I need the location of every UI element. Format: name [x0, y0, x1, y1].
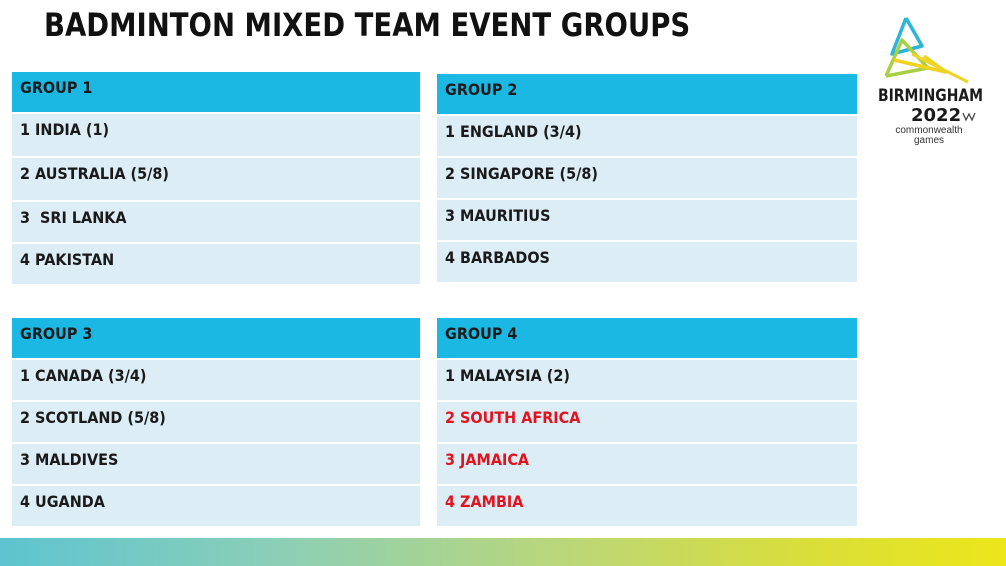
team-label: 2 SINGAPORE (5/8) [445, 164, 598, 183]
list-item: 2 SINGAPORE (5/8) [437, 158, 857, 200]
birmingham-2022-logo: BIRMINGHAM 2022 commonwealth games [872, 16, 992, 151]
team-label: 3 MAURITIUS [445, 206, 551, 225]
list-item: 3 JAMAICA [437, 444, 857, 486]
team-label: 1 CANADA (3/4) [20, 366, 147, 385]
team-label: 3 SRI LANKA [20, 208, 127, 227]
team-label: 4 UGANDA [20, 492, 105, 511]
logo-line-2: games [913, 135, 944, 146]
team-label: 2 SCOTLAND (5/8) [20, 408, 166, 427]
group-4-table: GROUP 4 1 MALAYSIA (2) 2 SOUTH AFRICA 3 … [437, 318, 857, 528]
list-item: 4 ZAMBIA [437, 486, 857, 528]
list-item: 2 AUSTRALIA (5/8) [12, 158, 420, 202]
team-label: 4 BARBADOS [445, 248, 550, 267]
group-header: GROUP 4 [437, 318, 857, 360]
team-label: 4 ZAMBIA [445, 492, 524, 511]
list-item: 3 MALDIVES [12, 444, 420, 486]
team-label: 4 PAKISTAN [20, 250, 115, 269]
list-item: 1 CANADA (3/4) [12, 360, 420, 402]
page-title: BADMINTON MIXED TEAM EVENT GROUPS [44, 6, 691, 44]
list-item: 4 BARBADOS [437, 242, 857, 284]
group-header-label: GROUP 1 [20, 78, 93, 97]
group-header: GROUP 3 [12, 318, 420, 360]
list-item: 1 MALAYSIA (2) [437, 360, 857, 402]
logo-year: 2022 [911, 105, 962, 126]
logo-subtitle: commonwealth games [894, 126, 964, 146]
list-item: 1 INDIA (1) [12, 114, 420, 158]
footer-gradient-bar [0, 538, 1006, 566]
team-label: 1 INDIA (1) [20, 120, 110, 139]
group-2-table: GROUP 2 1 ENGLAND (3/4) 2 SINGAPORE (5/8… [437, 74, 857, 284]
team-label: 3 JAMAICA [445, 450, 530, 469]
list-item: 1 ENGLAND (3/4) [437, 116, 857, 158]
group-header-label: GROUP 2 [445, 80, 518, 99]
games-mark-icon [962, 112, 976, 122]
group-1-table: GROUP 1 1 INDIA (1) 2 AUSTRALIA (5/8) 3 … [12, 72, 420, 286]
team-label: 1 ENGLAND (3/4) [445, 122, 582, 141]
list-item: 4 UGANDA [12, 486, 420, 528]
team-label: 2 SOUTH AFRICA [445, 408, 581, 427]
list-item: 4 PAKISTAN [12, 244, 420, 286]
triangle-emblem-icon [884, 17, 969, 84]
team-label: 3 MALDIVES [20, 450, 119, 469]
logo-line-1: commonwealth [895, 125, 963, 136]
group-header-label: GROUP 4 [445, 324, 518, 343]
logo-city: BIRMINGHAM [878, 86, 984, 106]
group-header: GROUP 2 [437, 74, 857, 116]
group-header: GROUP 1 [12, 72, 420, 114]
team-label: 2 AUSTRALIA (5/8) [20, 164, 170, 183]
group-header-label: GROUP 3 [20, 324, 93, 343]
list-item: 2 SCOTLAND (5/8) [12, 402, 420, 444]
group-3-table: GROUP 3 1 CANADA (3/4) 2 SCOTLAND (5/8) … [12, 318, 420, 528]
list-item: 3 MAURITIUS [437, 200, 857, 242]
list-item: 3 SRI LANKA [12, 202, 420, 244]
list-item: 2 SOUTH AFRICA [437, 402, 857, 444]
team-label: 1 MALAYSIA (2) [445, 366, 570, 385]
